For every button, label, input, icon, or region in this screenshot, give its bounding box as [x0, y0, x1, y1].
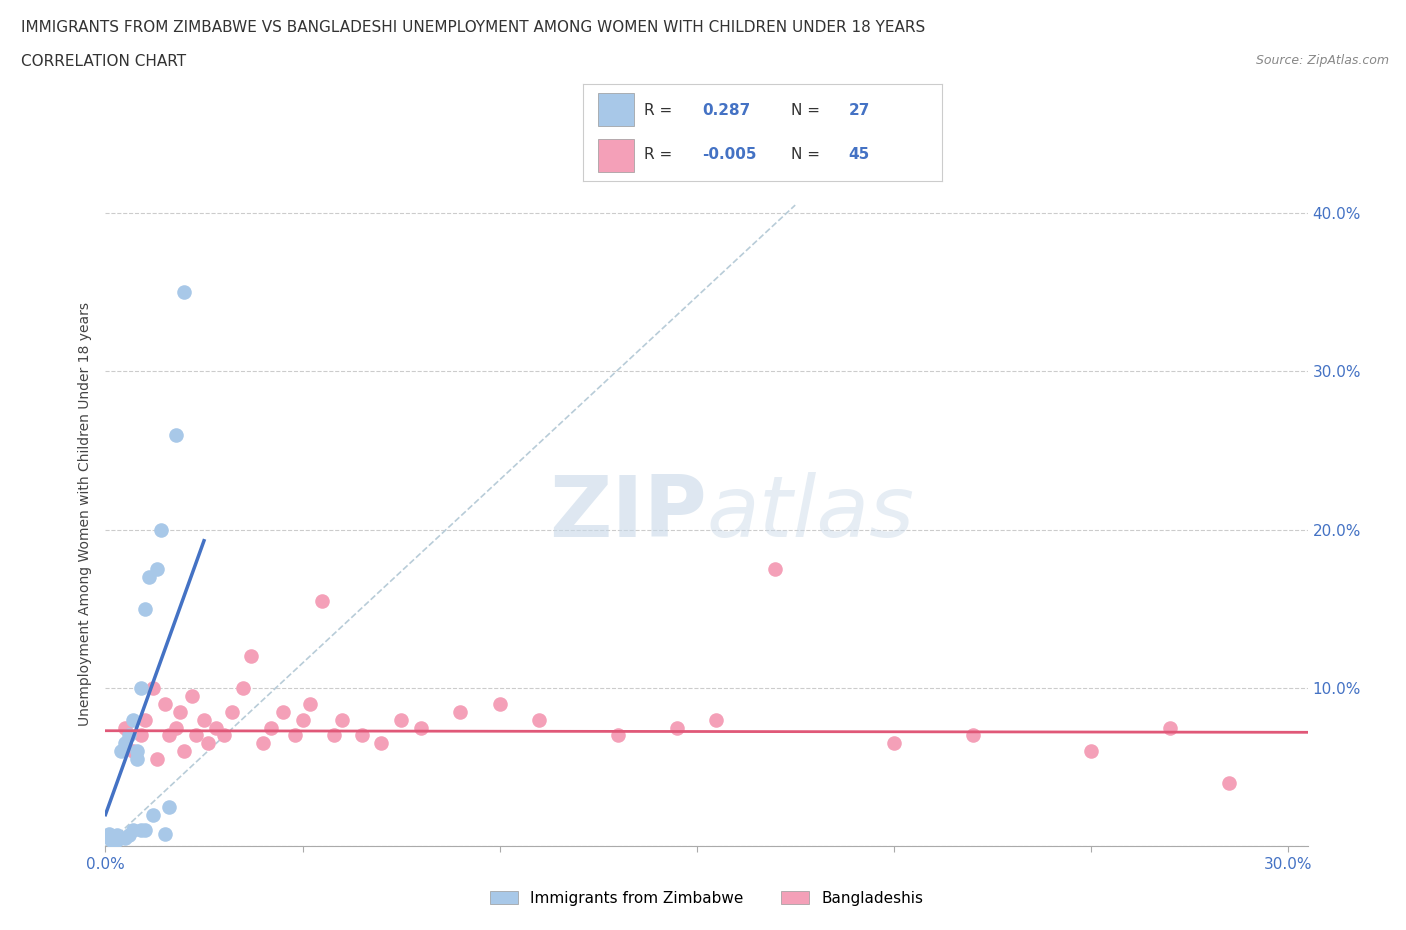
- Point: [134, 602, 156, 617]
- Point: [129, 728, 152, 743]
- Point: [122, 744, 145, 759]
- Point: [129, 681, 152, 696]
- Point: [606, 728, 628, 743]
- Text: R =: R =: [644, 102, 678, 117]
- Bar: [598, 140, 634, 172]
- Point: [252, 736, 274, 751]
- Point: [138, 570, 160, 585]
- Point: [114, 830, 136, 845]
- Point: [240, 649, 263, 664]
- Point: [105, 828, 128, 843]
- Point: [184, 728, 207, 743]
- Point: [118, 828, 141, 843]
- Point: [291, 712, 314, 727]
- Point: [350, 728, 373, 743]
- Point: [103, 834, 125, 849]
- Point: [157, 799, 180, 814]
- Point: [311, 593, 333, 608]
- Y-axis label: Unemployment Among Women with Children Under 18 years: Unemployment Among Women with Children U…: [79, 302, 93, 725]
- Point: [134, 823, 156, 838]
- Point: [125, 744, 148, 759]
- Point: [204, 720, 226, 735]
- Text: N =: N =: [792, 102, 825, 117]
- Text: CORRELATION CHART: CORRELATION CHART: [21, 54, 186, 69]
- Text: Source: ZipAtlas.com: Source: ZipAtlas.com: [1256, 54, 1389, 67]
- Point: [153, 697, 176, 711]
- Point: [706, 712, 728, 727]
- Text: ZIP: ZIP: [548, 472, 707, 555]
- Point: [165, 427, 187, 442]
- Point: [118, 728, 141, 743]
- Point: [173, 285, 195, 299]
- Point: [449, 704, 471, 719]
- Point: [110, 744, 132, 759]
- Point: [142, 681, 165, 696]
- Point: [153, 826, 176, 841]
- Point: [98, 826, 121, 841]
- Bar: [598, 93, 634, 126]
- Point: [125, 751, 148, 766]
- Point: [284, 728, 307, 743]
- Point: [129, 823, 152, 838]
- Text: N =: N =: [792, 148, 825, 163]
- Point: [173, 744, 195, 759]
- Point: [323, 728, 346, 743]
- Point: [1218, 776, 1240, 790]
- Point: [212, 728, 235, 743]
- Point: [165, 720, 187, 735]
- Point: [370, 736, 392, 751]
- Point: [157, 728, 180, 743]
- Point: [98, 830, 121, 845]
- Point: [409, 720, 432, 735]
- Text: atlas: atlas: [707, 472, 914, 555]
- Point: [114, 736, 136, 751]
- Point: [145, 562, 167, 577]
- Text: 0.287: 0.287: [702, 102, 749, 117]
- Point: [142, 807, 165, 822]
- Point: [488, 697, 510, 711]
- Point: [181, 688, 204, 703]
- Point: [221, 704, 243, 719]
- Point: [1080, 744, 1102, 759]
- Point: [232, 681, 254, 696]
- Point: [149, 523, 172, 538]
- Point: [134, 712, 156, 727]
- Text: R =: R =: [644, 148, 678, 163]
- Point: [145, 751, 167, 766]
- Point: [169, 704, 191, 719]
- Point: [299, 697, 322, 711]
- Point: [105, 832, 128, 847]
- Text: 45: 45: [849, 148, 870, 163]
- Point: [883, 736, 905, 751]
- Text: 27: 27: [849, 102, 870, 117]
- Point: [271, 704, 294, 719]
- Point: [103, 830, 125, 844]
- Point: [122, 712, 145, 727]
- Point: [193, 712, 215, 727]
- Point: [1159, 720, 1181, 735]
- Point: [527, 712, 550, 727]
- Point: [765, 562, 787, 577]
- Point: [197, 736, 219, 751]
- Text: IMMIGRANTS FROM ZIMBABWE VS BANGLADESHI UNEMPLOYMENT AMONG WOMEN WITH CHILDREN U: IMMIGRANTS FROM ZIMBABWE VS BANGLADESHI …: [21, 20, 925, 35]
- Point: [330, 712, 353, 727]
- Point: [389, 712, 412, 727]
- Point: [114, 720, 136, 735]
- Point: [260, 720, 283, 735]
- Legend: Immigrants from Zimbabwe, Bangladeshis: Immigrants from Zimbabwe, Bangladeshis: [484, 884, 929, 911]
- Point: [122, 823, 145, 838]
- Text: -0.005: -0.005: [702, 148, 756, 163]
- Point: [962, 728, 984, 743]
- Point: [665, 720, 688, 735]
